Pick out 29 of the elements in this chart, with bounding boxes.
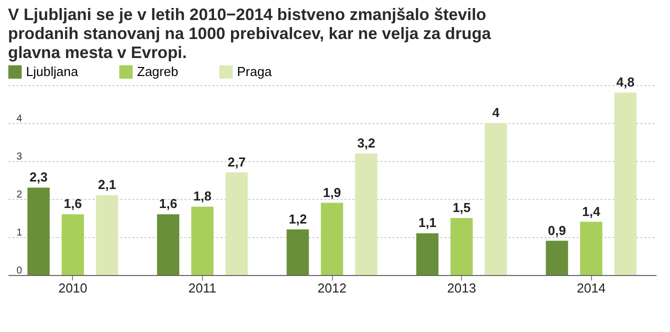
- data-label: 0,9: [548, 222, 566, 238]
- data-label: 1,4: [582, 204, 602, 219]
- x-tick-label: 2010: [58, 280, 88, 296]
- data-label: 1,8: [193, 188, 212, 204]
- data-label: 1,2: [288, 211, 307, 226]
- data-label: 1,6: [64, 196, 82, 212]
- data-label: 2,1: [98, 177, 116, 192]
- data-label: 4,8: [616, 74, 634, 90]
- data-label: 4: [492, 105, 500, 120]
- data-label: 2,3: [30, 170, 48, 185]
- chart-title: V Ljubljani se je v letih 2010−2014 bistveno zmanjšalo število prodanih stanovanj na 1000 prebivalcev, kar ne velja za druga glavna mesta v Evropi.: [8, 6, 492, 63]
- legend-label: Zagreb: [137, 64, 178, 79]
- x-tick-label: 2014: [576, 280, 606, 296]
- data-label: 1,1: [418, 215, 436, 230]
- y-tick-label: 2: [16, 190, 22, 200]
- x-tick-label: 2013: [447, 280, 476, 296]
- legend-label: Ljubljana: [26, 64, 79, 79]
- y-tick-label: 3: [16, 152, 22, 162]
- data-label: 1,9: [322, 184, 342, 200]
- data-label: 2,7: [228, 154, 246, 170]
- y-tick-label: 1: [16, 228, 22, 238]
- legend-label: Praga: [237, 64, 272, 79]
- x-tick-label: 2011: [188, 280, 216, 296]
- data-label: 3,2: [357, 135, 376, 150]
- x-tick-label: 2012: [318, 280, 346, 296]
- data-label: 1,6: [159, 196, 178, 212]
- y-tick-label: 0: [16, 266, 22, 276]
- data-label: 1,5: [452, 200, 471, 215]
- y-tick-label: 4: [16, 114, 22, 124]
